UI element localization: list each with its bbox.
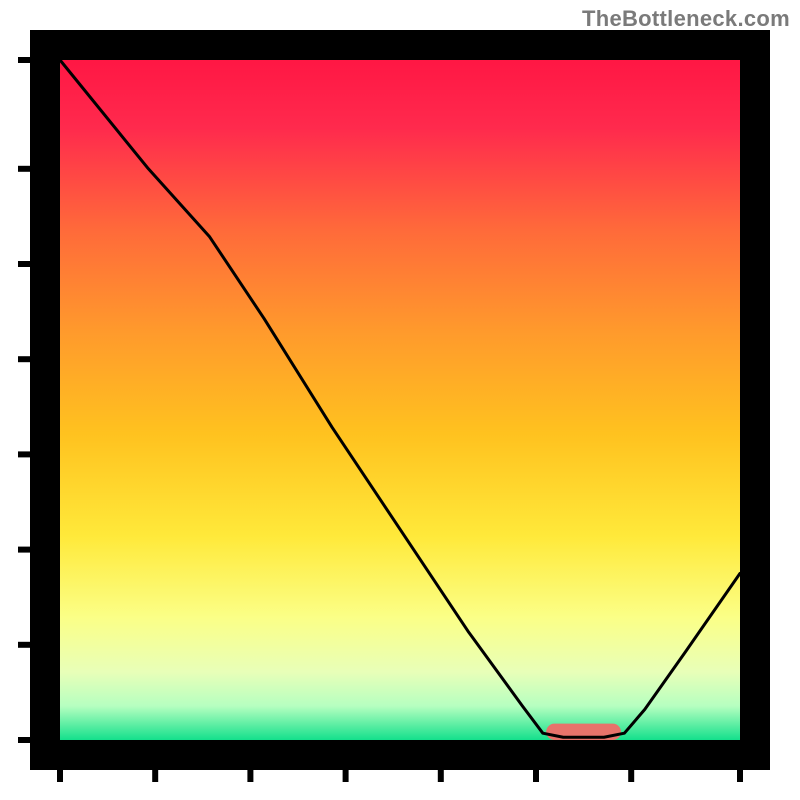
gradient-background (60, 60, 740, 740)
watermark-text: TheBottleneck.com (582, 6, 790, 32)
bottleneck-line-chart (0, 0, 800, 800)
